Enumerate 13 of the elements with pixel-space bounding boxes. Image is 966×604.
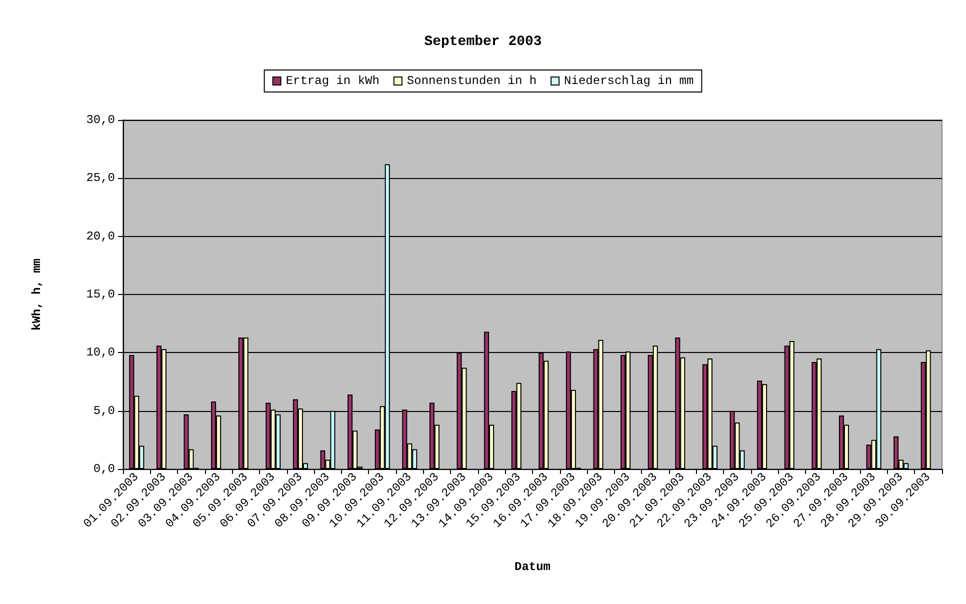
y-tick-label: 10,0 [86,346,115,360]
legend-label: Ertrag in kWh [286,74,380,88]
y-tick-label: 20,0 [86,229,115,244]
y-tick-label: 30,0 [86,113,115,127]
x-axis-title: Datum [514,560,551,574]
legend-label: Niederschlag in mm [564,74,694,88]
y-tick-label: 25,0 [86,171,115,186]
y-tick-label: 15,0 [86,288,115,302]
y-axis-title: kWh, h, mm [30,258,44,331]
y-tick-label: 5,0 [93,404,115,418]
chart-title: September 2003 [424,34,542,50]
y-tick-label: 0,0 [93,462,115,476]
legend-label: Sonnenstunden in h [406,74,537,88]
